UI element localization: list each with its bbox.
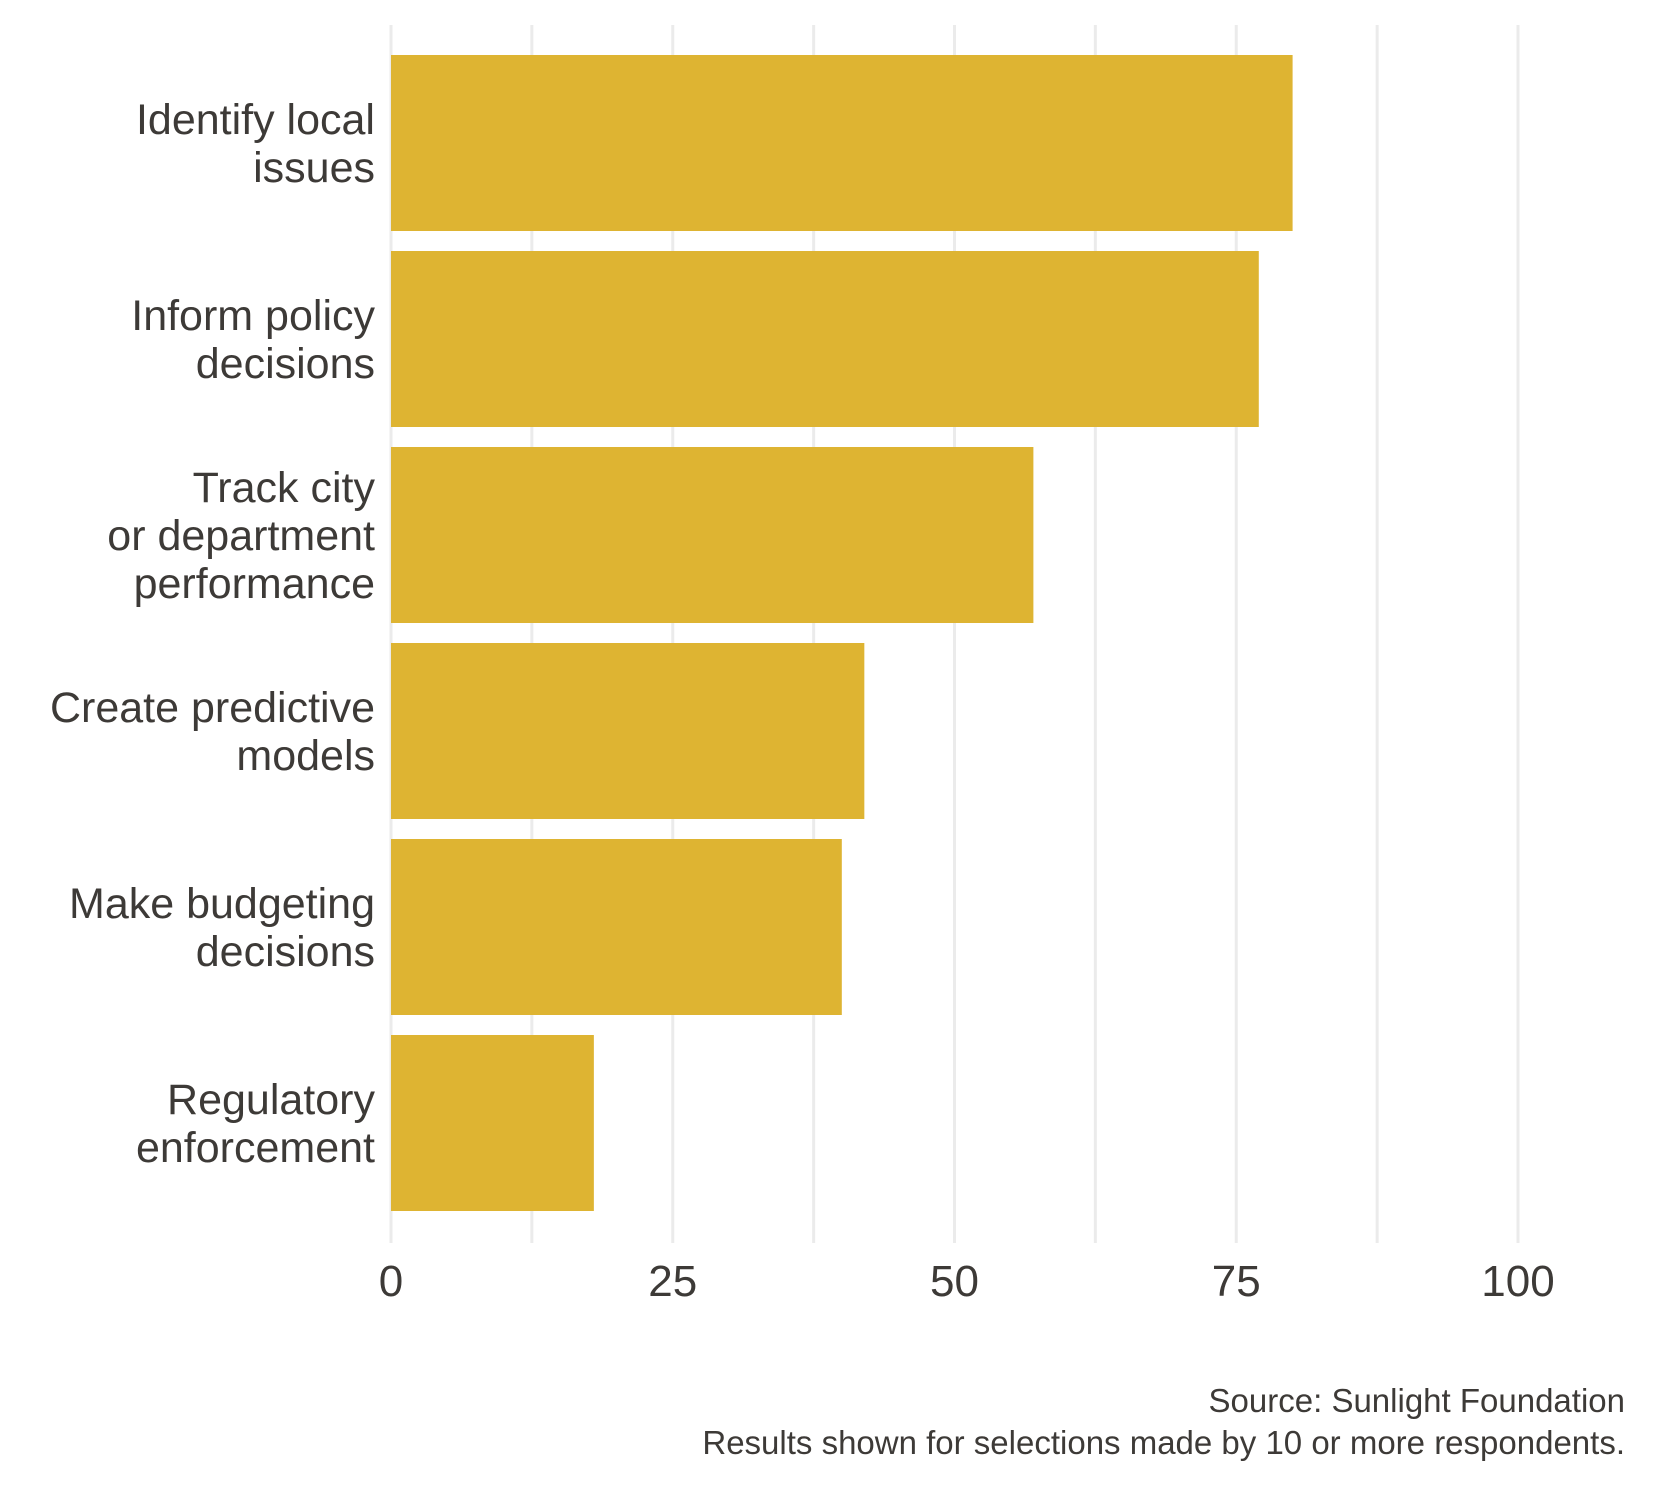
- category-labels: Identify local issues Inform policy decisio…: [50, 96, 376, 1172]
- x-tick-label: 100: [1481, 1257, 1554, 1306]
- bars: [391, 55, 1293, 1211]
- x-tick-label: 0: [379, 1257, 403, 1306]
- category-label: Regulatory enforcement: [136, 1076, 376, 1172]
- bar: [391, 1035, 594, 1211]
- x-tick-label: 50: [930, 1257, 979, 1306]
- category-label: Identify local issues: [136, 96, 375, 192]
- bar: [391, 447, 1034, 623]
- bar: [391, 251, 1259, 427]
- category-label: Create predictive models: [50, 684, 375, 780]
- bar: [391, 839, 842, 1015]
- x-tick-label: 75: [1212, 1257, 1261, 1306]
- bar-chart: Identify local issues Inform policy decisio…: [50, 25, 1555, 1306]
- bar: [391, 643, 865, 819]
- category-label: Inform policy decisions: [131, 292, 375, 388]
- x-axis-ticks: 0 25 50 75 100: [379, 1257, 1555, 1306]
- x-tick-label: 25: [648, 1257, 697, 1306]
- caption-source: Source: Sunlight Foundation: [1208, 1382, 1625, 1419]
- category-label: Track city or department performance: [107, 464, 375, 608]
- caption-note: Results shown for selections made by 10 …: [702, 1424, 1625, 1461]
- category-label: Make budgeting decisions: [69, 880, 375, 976]
- bar: [391, 55, 1293, 231]
